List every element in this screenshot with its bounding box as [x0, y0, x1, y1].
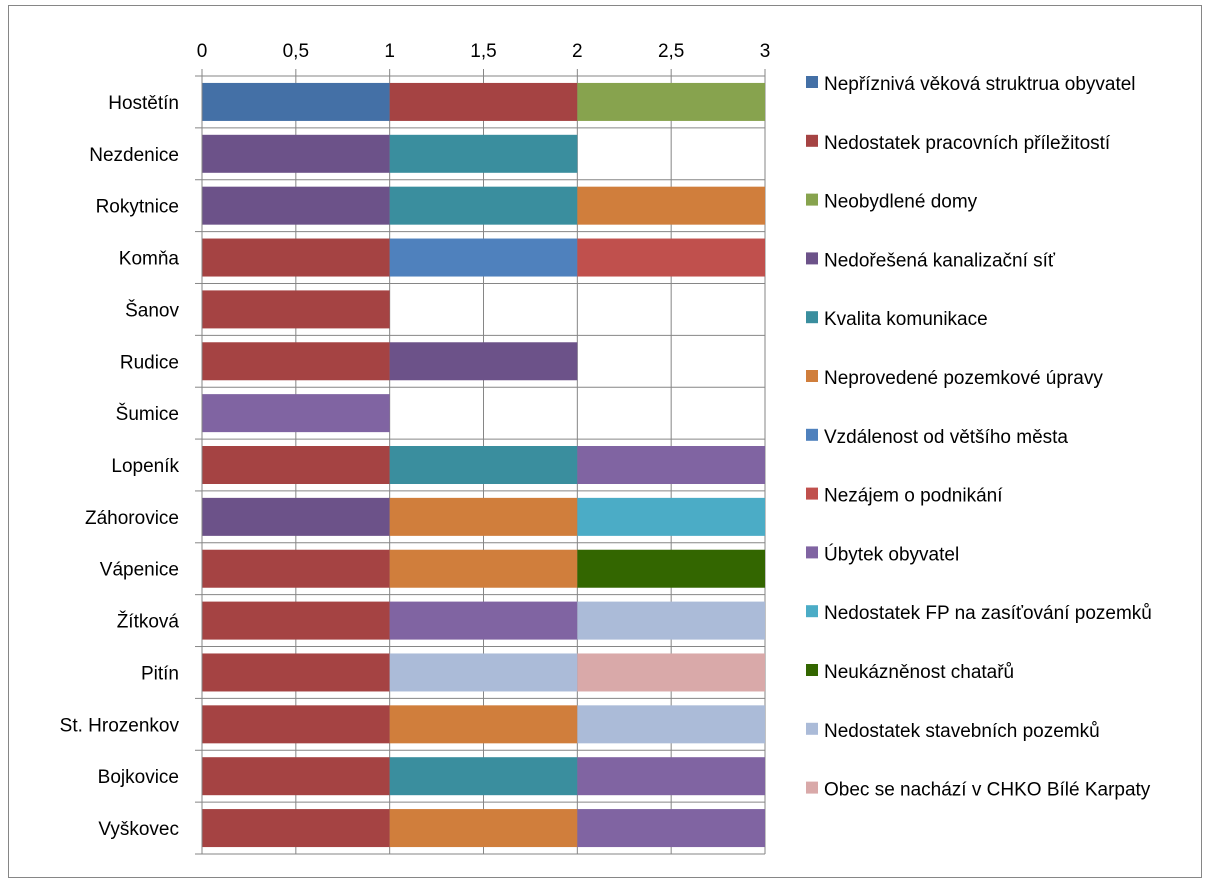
bar-segment [389, 186, 578, 225]
bar-segment [202, 601, 390, 640]
legend-label: Nedostatek pracovních příležitostí [824, 133, 1111, 154]
bar-segment [389, 497, 578, 536]
bar-segment [577, 757, 765, 796]
bar-segment [202, 705, 390, 744]
bar-segment [202, 549, 390, 588]
bar-segment [202, 290, 390, 329]
y-tick-label: Nezdenice [89, 145, 179, 166]
y-tick-label: Rudice [120, 352, 179, 373]
y-tick-label: Hostětín [108, 93, 179, 114]
bar-segment [389, 601, 578, 640]
y-tick-label: Bojkovice [98, 767, 179, 788]
x-tick-label: 2 [572, 41, 583, 62]
y-tick-label: Šumice [116, 403, 179, 425]
y-tick-label: Záhorovice [85, 508, 179, 529]
axes: 0 0,5 1 1,5 2 2,5 3 Hostětín Nezdenice Rokytnice K… [60, 41, 771, 855]
bar-segment [389, 446, 578, 484]
legend-label: Kvalita komunikace [824, 309, 988, 330]
legend: Nepříznivá věková struktrua obyvatel Nedo… [806, 74, 1152, 801]
legend-swatch [806, 193, 818, 206]
bar-segment [577, 186, 765, 225]
bar-segment [389, 134, 578, 173]
legend-label: Nedostatek FP na zasíťování pozemků [824, 603, 1152, 624]
legend-swatch [806, 781, 818, 794]
stacked-bar-chart: 0 0,5 1 1,5 2 2,5 3 Hostětín Nezdenice Rokytnice K… [60, 41, 1152, 855]
bar-segment [202, 757, 390, 796]
bar-segment [202, 497, 390, 536]
bars [202, 82, 765, 848]
y-tick-label: Žítková [117, 611, 180, 633]
legend-swatch [806, 664, 818, 676]
bar-segment [202, 238, 390, 277]
bar-segment [577, 705, 765, 744]
y-tick-label: Vápenice [100, 560, 179, 581]
x-tick-label: 3 [760, 41, 771, 62]
legend-swatch [806, 76, 818, 88]
legend-label: Vzdálenost od většího města [824, 427, 1068, 448]
x-tick-label: 0,5 [283, 41, 309, 62]
bar-segment [577, 238, 765, 277]
y-tick-label: Lopeník [111, 456, 179, 477]
legend-label: Nedořešená kanalizační síť [824, 250, 1056, 271]
bar-segment [389, 342, 578, 381]
legend-label: Nezájem o podnikání [824, 486, 1003, 507]
legend-swatch [806, 605, 818, 618]
legend-swatch [806, 546, 818, 559]
bar-segment [202, 342, 390, 381]
legend-label: Neukázněnost chatařů [824, 662, 1014, 683]
bar-segment [389, 82, 578, 121]
bar-segment [577, 82, 765, 121]
bar-segment [577, 446, 765, 484]
x-tick-label: 2,5 [658, 41, 684, 62]
bar-segment [389, 549, 578, 588]
legend-label: Obec se nachází v CHKO Bílé Karpaty [824, 780, 1151, 801]
y-tick-label: Rokytnice [96, 197, 179, 218]
bar-segment [202, 134, 390, 173]
y-tick-label: Šanov [125, 299, 179, 321]
y-tick-label: Komňa [119, 249, 180, 270]
legend-swatch [806, 134, 818, 147]
bar-segment [389, 757, 578, 796]
bar-segment [577, 497, 765, 536]
bar-segment [577, 653, 765, 692]
bar-segment [202, 394, 390, 433]
bar-segment [577, 549, 765, 588]
legend-label: Neobydlené domy [824, 192, 978, 213]
bar-segment [577, 809, 765, 848]
legend-swatch [806, 311, 818, 324]
bar-segment [577, 601, 765, 640]
bar-segment [389, 809, 578, 848]
bar-segment [389, 653, 578, 692]
legend-swatch [806, 370, 818, 382]
chart-frame: 0 0,5 1 1,5 2 2,5 3 Hostětín Nezdenice Rokytnice K… [8, 5, 1202, 878]
bar-segment [389, 238, 578, 277]
legend-label: Nedostatek stavebních pozemků [824, 721, 1100, 742]
legend-swatch [806, 428, 818, 441]
legend-swatch [806, 487, 818, 500]
bar-segment [202, 186, 390, 225]
legend-swatch [806, 722, 818, 735]
y-tick-label: St. Hrozenkov [60, 715, 180, 736]
bar-segment [202, 446, 390, 484]
x-tick-label: 0 [197, 41, 208, 62]
legend-label: Neprovedené pozemkové úpravy [824, 368, 1103, 389]
bar-segment [202, 809, 390, 848]
bar-segment [389, 705, 578, 744]
legend-swatch [806, 252, 818, 265]
bar-segment [202, 82, 390, 121]
bar-segment [202, 653, 390, 692]
legend-label: Úbytek obyvatel [824, 543, 959, 565]
y-tick-label: Pitín [141, 663, 179, 684]
y-tick-label: Vyškovec [98, 819, 179, 840]
x-tick-label: 1,5 [470, 41, 496, 62]
legend-label: Nepříznivá věková struktrua obyvatel [824, 74, 1136, 95]
x-tick-label: 1 [384, 41, 395, 62]
